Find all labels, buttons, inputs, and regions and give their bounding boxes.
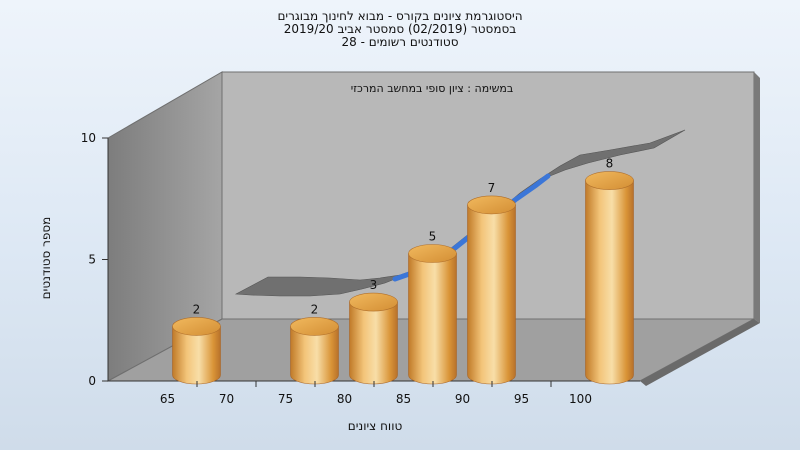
chart-title-line-2: בסמסטר (02/2019) סמסטר אביב 2019/20	[283, 22, 517, 36]
x-tick-label: 70	[219, 392, 234, 406]
chart-title: היסטוגרמת ציונים בקורס - מבוא לחינוך מבו…	[0, 10, 800, 49]
chart-title-line-3: סטודנטים רשומים - 28	[341, 35, 459, 49]
y-tick-label: 0	[88, 374, 96, 388]
bar-value-label: 7	[488, 181, 496, 195]
x-tick-label: 80	[337, 392, 352, 406]
bar-value-label: 2	[193, 302, 201, 316]
bar-value-label: 3	[370, 278, 378, 292]
y-axis-label: מספר סטודנטים	[39, 217, 53, 300]
bar-body	[467, 204, 516, 385]
x-tick-label: 95	[514, 392, 529, 406]
bar	[408, 244, 457, 385]
bar-top	[172, 317, 221, 336]
x-tick-label: 75	[278, 392, 293, 406]
bar-top	[408, 244, 457, 263]
x-tick-label: 65	[160, 392, 175, 406]
bar-body	[585, 180, 634, 385]
y-tick-label: 10	[81, 131, 96, 145]
bar-top	[349, 292, 398, 312]
bar-body	[172, 326, 221, 385]
floor-front-edge	[640, 319, 760, 386]
x-tick-label: 85	[396, 392, 411, 406]
bar-value-label: 8	[606, 157, 614, 171]
chart-annotation: במשימה : ציון סופי במחשב המרכזי	[351, 82, 514, 95]
x-axis-label: טווח ציונים	[348, 419, 403, 433]
bar	[349, 292, 398, 385]
bar-body	[408, 253, 457, 385]
bar-body	[290, 326, 339, 385]
chart-title-line-1: היסטוגרמת ציונים בקורס - מבוא לחינוך מבו…	[277, 9, 523, 23]
x-tick-label: 90	[455, 392, 470, 406]
y-tick-label: 5	[88, 253, 96, 267]
bar	[172, 317, 221, 385]
bar-top	[467, 195, 516, 215]
bar-body	[349, 301, 398, 385]
bar-top	[290, 317, 339, 336]
bar	[585, 171, 634, 385]
bar-top	[585, 171, 634, 190]
bar	[290, 317, 339, 385]
right-edge-shadow	[754, 72, 760, 323]
bar-value-label: 5	[429, 230, 437, 244]
x-tick-label: 100	[569, 392, 592, 406]
bar-value-label: 2	[311, 302, 319, 316]
bar	[467, 195, 516, 385]
